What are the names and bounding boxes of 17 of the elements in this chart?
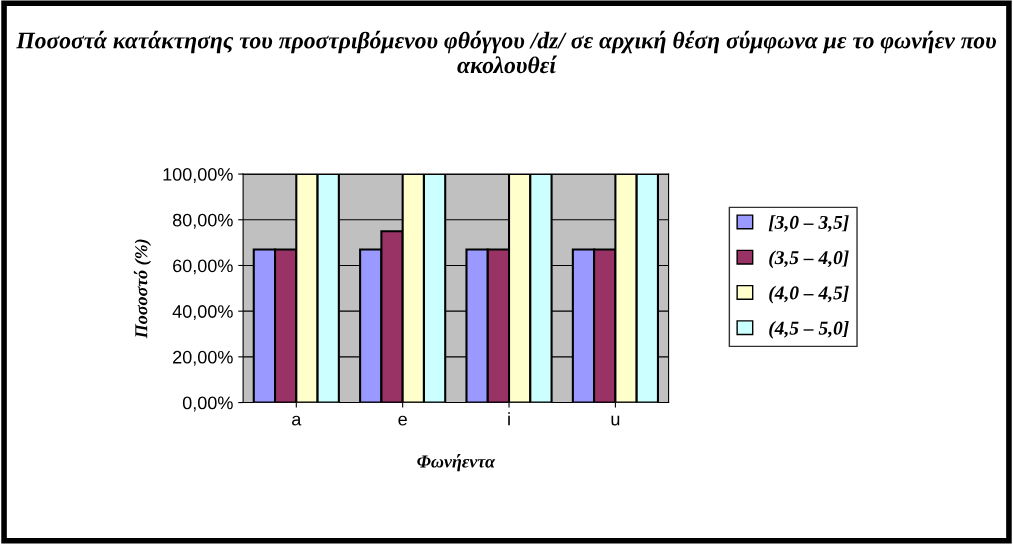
x-axis-title: Φωνήεντα <box>417 454 496 472</box>
y-tick-label: 0,00% <box>182 396 233 412</box>
legend-label: (4,0 – 4,5] <box>769 285 849 304</box>
legend-label: (3,5 – 4,0] <box>769 250 849 269</box>
x-tick-label: i <box>508 412 510 426</box>
x-tick-label: a <box>292 415 302 426</box>
x-tick-label: u <box>611 415 620 426</box>
y-tick-label: 60,00% <box>173 259 233 275</box>
legend-label: [3,0 – 3,5] <box>768 215 849 232</box>
x-tick-label: e <box>398 415 407 426</box>
y-axis-title: Ποσοστό (%) <box>133 239 152 339</box>
chart-title: Ποσοστά κατάκτησης του προστριβόμενου φθόγγου /dz/ σε αρχική θέση σύμφωνα με το φωνήεν που ακολουθεί <box>16 30 997 74</box>
y-tick-label: 100,00% <box>163 168 233 183</box>
y-tick-label: 40,00% <box>172 305 233 321</box>
y-tick-label: 80,00% <box>172 213 233 229</box>
legend-label: (4,5 – 5,0] <box>769 321 849 339</box>
y-tick-label: 20,00% <box>173 350 233 366</box>
